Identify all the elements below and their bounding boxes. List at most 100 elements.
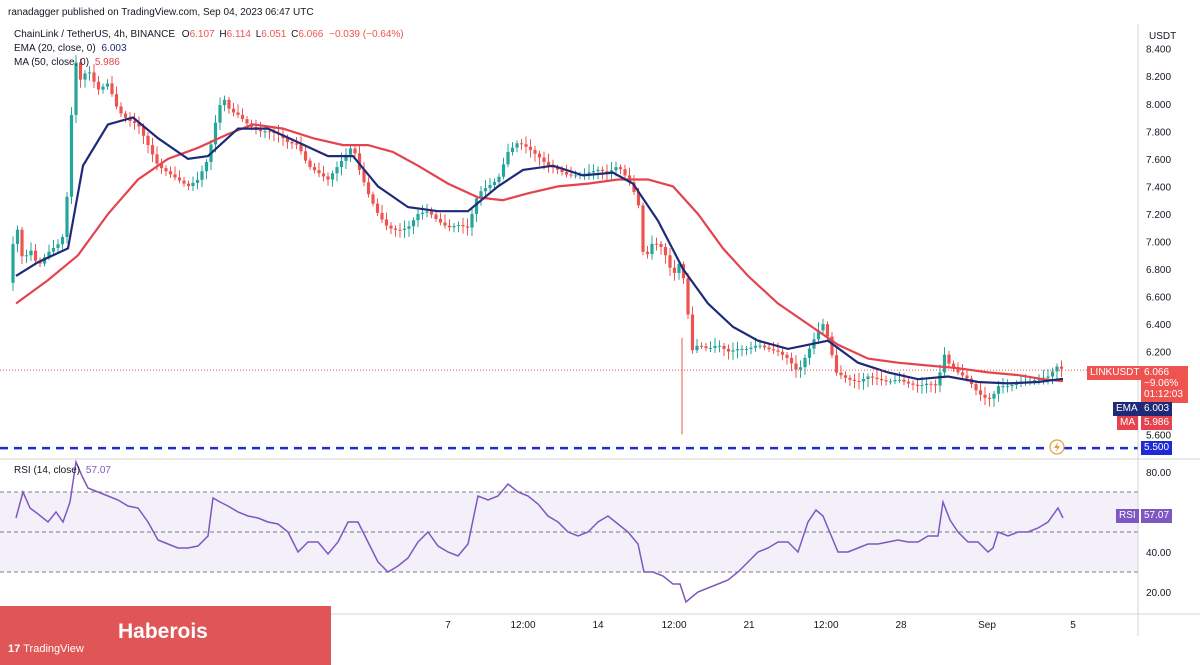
rsi-tick-label: 40.00 xyxy=(1146,548,1171,559)
candle-body xyxy=(218,105,222,123)
candle-body xyxy=(893,380,897,382)
candle-body xyxy=(236,112,240,115)
candle-body xyxy=(542,157,546,162)
candle-body xyxy=(474,198,479,214)
candle-body xyxy=(429,211,434,215)
candle-body xyxy=(938,372,942,386)
change-value: −0.039 (−0.64%) xyxy=(329,29,404,40)
candle-body xyxy=(614,167,618,171)
rsi-legend[interactable]: RSI (14, close) 57.07 xyxy=(14,465,111,476)
candle-body xyxy=(173,174,177,178)
candle-body xyxy=(942,354,947,373)
candle-body xyxy=(884,380,888,382)
candle-body xyxy=(947,354,951,364)
price-tick-label: 6.600 xyxy=(1146,293,1171,304)
candle-body xyxy=(294,143,299,145)
candle-body xyxy=(978,390,983,395)
candle-body xyxy=(299,144,303,152)
candlestick-series xyxy=(11,55,1064,435)
candle-body xyxy=(915,384,920,386)
rsi-tag-value: 57.07 xyxy=(1141,509,1173,523)
ma-legend-label: MA (50, close, 0) xyxy=(14,57,90,68)
candle-body xyxy=(663,247,668,256)
candle-body xyxy=(731,350,735,352)
candle-body xyxy=(1014,383,1019,386)
price-tick-label: 7.600 xyxy=(1146,155,1171,166)
candle-body xyxy=(600,169,605,172)
candle-body xyxy=(326,176,330,180)
candle-body xyxy=(29,250,33,256)
candle-body xyxy=(920,385,924,387)
lightning-alert-icon[interactable] xyxy=(1049,439,1065,455)
candle-body xyxy=(15,229,20,245)
candle-body xyxy=(303,151,308,161)
candle-body xyxy=(848,377,852,380)
candle-body xyxy=(852,379,857,382)
ma-legend[interactable]: MA (50, close, 0) 5.986 xyxy=(14,57,120,68)
candle-body xyxy=(150,145,155,155)
candle-body xyxy=(348,148,353,155)
candle-body xyxy=(69,114,74,197)
candle-body xyxy=(290,141,294,144)
candle-body xyxy=(816,330,821,340)
candle-body xyxy=(762,345,767,348)
tradingview-logo: 17 TradingView xyxy=(8,643,84,655)
time-tick-label: 12:00 xyxy=(510,620,535,631)
currency-label: USDT xyxy=(1149,31,1177,42)
candle-body xyxy=(641,205,645,252)
candle-body xyxy=(618,167,623,170)
candle-body xyxy=(983,394,987,398)
rsi-line xyxy=(15,459,1064,604)
ema-legend-value: 6.003 xyxy=(101,43,127,54)
candle-body xyxy=(344,154,348,161)
candle-body xyxy=(74,62,78,115)
candle-body xyxy=(960,372,965,376)
candle-body xyxy=(128,117,132,122)
ma-tag-label: MA xyxy=(1117,416,1138,430)
candle-body xyxy=(825,324,830,337)
candle-body xyxy=(722,345,726,349)
candle-body xyxy=(267,131,272,133)
ma-legend-value: 5.986 xyxy=(94,57,120,68)
time-tick-label: 12:00 xyxy=(813,620,838,631)
ma50-line xyxy=(15,123,1064,383)
price-tag-countdown: 01:12:03 xyxy=(1144,389,1183,400)
candle-body xyxy=(119,106,123,114)
price-tick-label: 6.200 xyxy=(1146,348,1171,359)
candle-body xyxy=(308,160,312,168)
candle-body xyxy=(231,108,236,113)
candle-body xyxy=(699,345,704,347)
candle-body xyxy=(186,183,191,187)
candle-body xyxy=(992,393,996,399)
candle-body xyxy=(537,153,542,158)
candle-body xyxy=(987,397,992,399)
candle-body xyxy=(47,251,51,258)
time-tick-label: 7 xyxy=(445,620,451,631)
candle-body xyxy=(506,151,510,165)
candle-body xyxy=(1059,366,1064,369)
candle-body xyxy=(425,211,429,213)
candle-body xyxy=(933,384,938,386)
ema-legend-label: EMA (20, close, 0) xyxy=(14,43,96,54)
candle-body xyxy=(222,99,227,106)
price-tick-label: 8.200 xyxy=(1146,72,1171,83)
candle-body xyxy=(146,135,150,146)
candle-body xyxy=(452,226,456,228)
candle-body xyxy=(524,144,528,147)
candle-body xyxy=(438,218,443,223)
candle-body xyxy=(213,122,218,145)
candle-body xyxy=(609,170,614,173)
price-tick-label: 7.200 xyxy=(1146,210,1171,221)
price-tick-label: 6.400 xyxy=(1146,320,1171,331)
candle-body xyxy=(92,72,96,82)
candle-body xyxy=(596,169,600,172)
candle-body xyxy=(479,191,483,199)
candle-body xyxy=(528,146,533,150)
candle-body xyxy=(132,121,137,123)
ema-legend[interactable]: EMA (20, close, 0) 6.003 xyxy=(14,43,127,54)
candle-body xyxy=(24,255,29,257)
candle-body xyxy=(339,160,344,168)
time-tick-label: 28 xyxy=(895,620,907,631)
candle-body xyxy=(114,94,119,107)
candle-body xyxy=(924,383,929,386)
